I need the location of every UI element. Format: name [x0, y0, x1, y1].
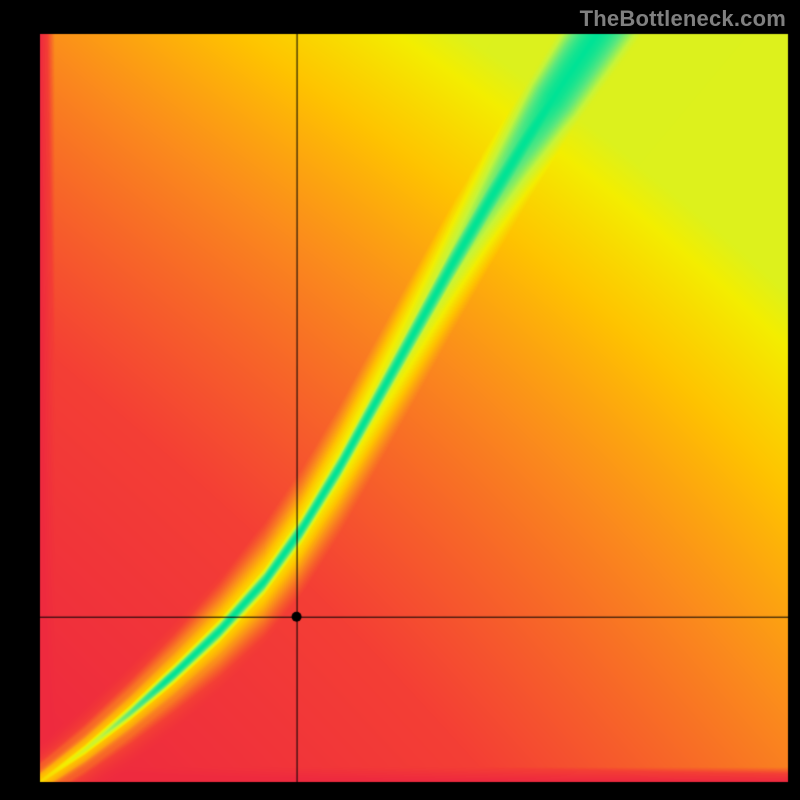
chart-container: TheBottleneck.com: [0, 0, 800, 800]
heatmap-canvas: [0, 0, 800, 800]
watermark-text: TheBottleneck.com: [580, 6, 786, 32]
